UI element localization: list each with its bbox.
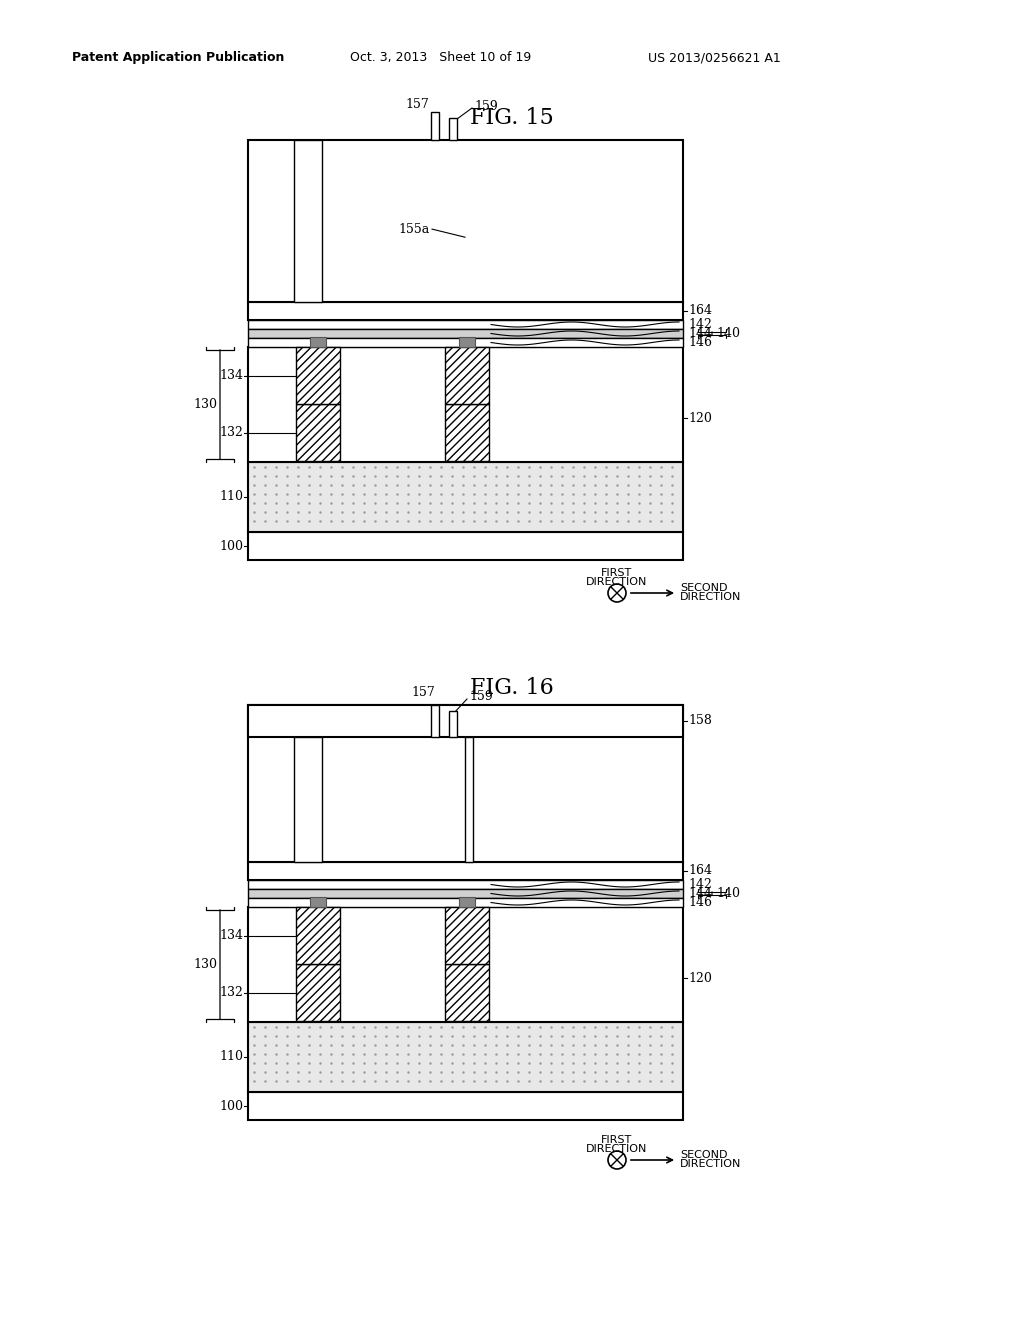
Text: 144: 144 — [688, 327, 712, 341]
Text: 120: 120 — [688, 972, 712, 985]
Bar — [248, 705, 683, 737]
Bar — [296, 964, 340, 1020]
Bar — [459, 898, 475, 907]
Text: 146: 146 — [688, 337, 712, 348]
Text: 158: 158 — [688, 714, 712, 727]
Bar — [248, 907, 683, 1022]
Bar — [248, 1092, 683, 1119]
Bar — [294, 140, 322, 302]
Bar — [248, 705, 683, 862]
Text: 100: 100 — [219, 540, 243, 553]
Bar — [449, 711, 457, 737]
Text: 132: 132 — [219, 986, 243, 999]
Text: DIRECTION: DIRECTION — [680, 1159, 741, 1170]
Text: DIRECTION: DIRECTION — [587, 1144, 648, 1154]
Bar — [248, 338, 683, 347]
Bar — [294, 737, 322, 862]
Text: 159: 159 — [474, 99, 498, 112]
Text: US 2013/0256621 A1: US 2013/0256621 A1 — [648, 51, 780, 65]
Text: 164: 164 — [688, 865, 712, 878]
Text: 134: 134 — [219, 370, 243, 381]
Text: 130: 130 — [193, 958, 217, 972]
Bar — [248, 302, 683, 319]
Text: DIRECTION: DIRECTION — [587, 577, 648, 587]
Text: 140: 140 — [716, 327, 740, 341]
Bar — [296, 347, 340, 404]
Text: FIRST: FIRST — [601, 1135, 633, 1144]
Text: FIRST: FIRST — [601, 568, 633, 578]
Text: 142: 142 — [688, 318, 712, 331]
Text: 159: 159 — [469, 690, 493, 704]
Text: 157: 157 — [406, 98, 429, 111]
Bar — [248, 888, 683, 898]
Bar — [248, 329, 683, 338]
Text: 164: 164 — [688, 305, 712, 318]
Bar — [445, 907, 489, 964]
Bar — [449, 117, 457, 140]
Text: DIRECTION: DIRECTION — [680, 591, 741, 602]
Bar — [296, 907, 340, 964]
Bar — [248, 880, 683, 888]
Text: 144: 144 — [688, 887, 712, 900]
Bar — [248, 319, 683, 329]
Text: 132: 132 — [219, 426, 243, 440]
Text: SECOND: SECOND — [680, 1150, 727, 1160]
Text: 100: 100 — [219, 1100, 243, 1113]
Bar — [296, 404, 340, 461]
Text: 134: 134 — [219, 929, 243, 942]
Bar — [248, 347, 683, 462]
Bar — [459, 337, 475, 347]
Text: 140: 140 — [716, 887, 740, 900]
Text: 110: 110 — [219, 1051, 243, 1064]
Bar — [445, 404, 489, 461]
Text: FIG. 16: FIG. 16 — [470, 677, 554, 700]
Bar — [465, 737, 473, 862]
Text: 142: 142 — [688, 878, 712, 891]
Text: 130: 130 — [193, 399, 217, 411]
Text: 110: 110 — [219, 491, 243, 503]
Bar — [445, 964, 489, 1020]
Text: 146: 146 — [688, 896, 712, 909]
Bar — [248, 462, 683, 532]
Bar — [431, 705, 439, 737]
Text: Patent Application Publication: Patent Application Publication — [72, 51, 285, 65]
Bar — [445, 347, 489, 404]
Bar — [431, 112, 439, 140]
Text: 120: 120 — [688, 412, 712, 425]
Bar — [248, 1022, 683, 1092]
Bar — [248, 140, 683, 302]
Text: 155a: 155a — [398, 223, 430, 235]
Bar — [310, 337, 326, 347]
Text: 157: 157 — [412, 686, 435, 700]
Bar — [310, 898, 326, 907]
Bar — [248, 898, 683, 907]
Text: Oct. 3, 2013   Sheet 10 of 19: Oct. 3, 2013 Sheet 10 of 19 — [350, 51, 531, 65]
Text: SECOND: SECOND — [680, 583, 727, 593]
Bar — [248, 862, 683, 880]
Text: FIG. 15: FIG. 15 — [470, 107, 554, 129]
Bar — [248, 532, 683, 560]
